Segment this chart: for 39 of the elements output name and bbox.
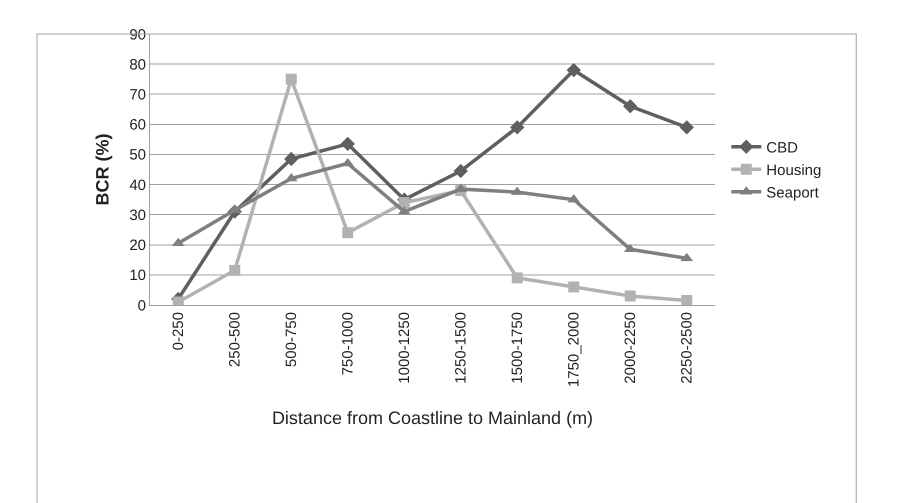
point (398, 197, 410, 208)
point (510, 120, 524, 134)
y-tick-label: 20 (129, 237, 146, 254)
x-tick-label: 1750_2000 (566, 312, 583, 388)
point (568, 281, 580, 292)
x-tick-label: 1500-1750 (509, 312, 526, 384)
y-tick-label: 40 (129, 176, 146, 194)
y-tick-label: 50 (129, 146, 146, 164)
x-tick-label: 750-1000 (340, 312, 357, 376)
point (454, 164, 468, 178)
y-tick-label: 0 (138, 297, 146, 314)
legend-label: Housing (766, 162, 822, 180)
x-tick-label: 2250-2500 (678, 312, 696, 384)
point (623, 99, 638, 114)
point (342, 227, 354, 238)
y-tick-label: 30 (129, 206, 146, 224)
x-tick-label: 250-500 (226, 312, 244, 368)
point (229, 264, 240, 276)
point (566, 62, 581, 78)
point (284, 152, 298, 166)
point (681, 294, 692, 305)
point (340, 136, 355, 152)
y-tick-label: 60 (129, 116, 146, 134)
x-axis-title: Distance from Coastline to Mainland (m) (272, 408, 594, 428)
x-tick-label: 1000-1250 (396, 312, 414, 384)
legend-label: CBD (766, 140, 798, 157)
point (286, 74, 297, 85)
legend-label: Seaport (766, 184, 820, 202)
x-tick-label: 1250-1500 (452, 312, 470, 384)
y-tick-label: 10 (129, 267, 146, 284)
point (624, 290, 636, 302)
x-tick-label: 2000-2250 (622, 312, 640, 384)
y-tick-label: 80 (129, 56, 146, 74)
point (680, 120, 694, 134)
point (512, 272, 523, 284)
y-tick-label: 70 (129, 86, 146, 104)
y-axis-title: BCR (%) (92, 134, 113, 206)
x-tick-label: 0-250 (170, 312, 188, 350)
x-tick-label: 500-750 (283, 312, 300, 368)
